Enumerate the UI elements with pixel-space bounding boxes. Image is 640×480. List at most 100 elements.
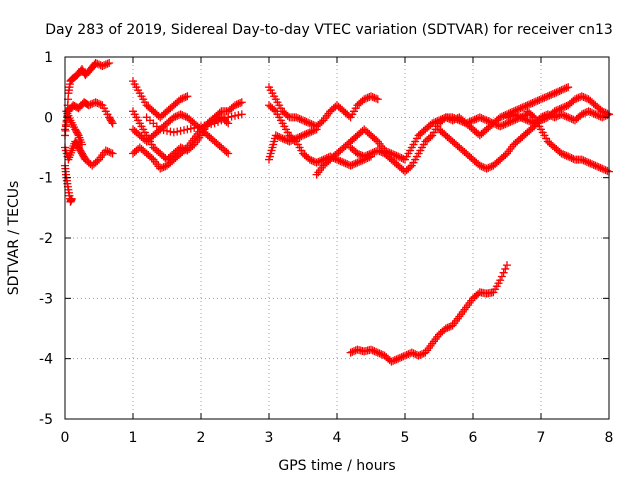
data-point xyxy=(514,105,523,114)
data-point xyxy=(348,160,357,169)
data-point xyxy=(455,116,464,125)
data-point xyxy=(169,128,178,137)
data-point xyxy=(559,103,568,112)
data-point xyxy=(474,289,483,298)
data-point xyxy=(363,93,372,102)
data-point xyxy=(441,324,450,333)
data-point xyxy=(305,128,314,137)
data-point xyxy=(598,164,607,173)
x-tick-label: 7 xyxy=(537,430,546,446)
data-point xyxy=(275,132,284,141)
y-tick-label: -4 xyxy=(39,352,53,368)
data-point xyxy=(297,132,306,141)
data-point xyxy=(186,124,195,133)
data-point xyxy=(599,165,608,174)
data-point xyxy=(492,120,501,129)
data-point xyxy=(569,115,578,124)
data-point xyxy=(416,350,425,359)
data-point xyxy=(562,83,571,92)
data-point xyxy=(156,164,165,173)
data-point xyxy=(307,127,316,136)
data-point xyxy=(552,112,561,121)
data-point xyxy=(581,93,590,102)
data-point xyxy=(448,113,457,122)
axis-ticks: 0 1 2 3 4 5 6 7 8 1 0 -1 -2 -3 -4 -5 xyxy=(39,50,613,446)
data-point xyxy=(477,114,486,123)
data-point xyxy=(390,151,399,160)
data-point xyxy=(346,348,355,357)
data-point xyxy=(317,156,326,165)
data-point xyxy=(304,118,313,127)
chart-title: Day 283 of 2019, Sidereal Day-to-day VTE… xyxy=(45,22,613,38)
data-point xyxy=(343,160,352,169)
data-point xyxy=(394,152,403,161)
data-point xyxy=(567,154,576,163)
data-point xyxy=(373,348,382,357)
data-point xyxy=(506,111,515,120)
data-point xyxy=(368,148,377,157)
data-point xyxy=(368,346,377,355)
data-point xyxy=(377,350,386,359)
data-point xyxy=(61,120,70,129)
data-point xyxy=(482,116,491,125)
data-point xyxy=(305,119,314,128)
data-point xyxy=(463,118,472,127)
data-point xyxy=(108,149,117,158)
data-point xyxy=(547,90,556,99)
data-point xyxy=(484,163,493,172)
data-point xyxy=(341,159,350,168)
data-point xyxy=(538,112,547,121)
data-point xyxy=(579,109,588,118)
data-point xyxy=(497,272,506,281)
data-point xyxy=(542,92,551,101)
data-point xyxy=(560,102,569,111)
data-point xyxy=(96,100,105,109)
data-point xyxy=(73,129,82,138)
data-point xyxy=(214,117,222,126)
data-point xyxy=(550,89,559,98)
data-point xyxy=(387,357,396,366)
data-point xyxy=(392,355,401,364)
data-point xyxy=(579,92,588,101)
data-point xyxy=(399,352,408,361)
data-point xyxy=(414,351,423,360)
data-point xyxy=(78,140,86,149)
data-point xyxy=(491,120,500,129)
data-point xyxy=(375,349,384,358)
data-point xyxy=(350,160,358,169)
data-point xyxy=(171,112,180,121)
data-point xyxy=(528,118,537,127)
data-point xyxy=(297,115,306,124)
data-point xyxy=(440,114,449,123)
data-point xyxy=(475,113,484,122)
data-point xyxy=(577,155,586,164)
data-point xyxy=(601,166,610,175)
data-point xyxy=(394,354,403,363)
data-point xyxy=(93,99,102,108)
data-point xyxy=(159,126,168,135)
data-point xyxy=(234,111,243,120)
data-point xyxy=(370,148,379,157)
data-point xyxy=(499,111,508,120)
data-point xyxy=(596,163,605,172)
data-point xyxy=(236,99,245,108)
data-point xyxy=(183,92,192,101)
data-point xyxy=(402,350,411,359)
data-point xyxy=(540,93,549,102)
data-point xyxy=(203,120,212,129)
data-point xyxy=(377,148,386,157)
data-point xyxy=(159,163,168,172)
data-point xyxy=(511,111,520,120)
data-point xyxy=(564,83,573,92)
data-point xyxy=(270,105,279,114)
data-point xyxy=(108,119,117,128)
data-point xyxy=(338,157,347,166)
x-tick-label: 8 xyxy=(605,430,614,446)
data-point xyxy=(486,163,494,172)
data-point xyxy=(305,155,314,164)
data-point xyxy=(547,111,556,120)
data-point xyxy=(581,108,590,117)
data-point xyxy=(91,59,100,68)
data-point xyxy=(458,117,467,126)
data-point xyxy=(373,95,382,104)
